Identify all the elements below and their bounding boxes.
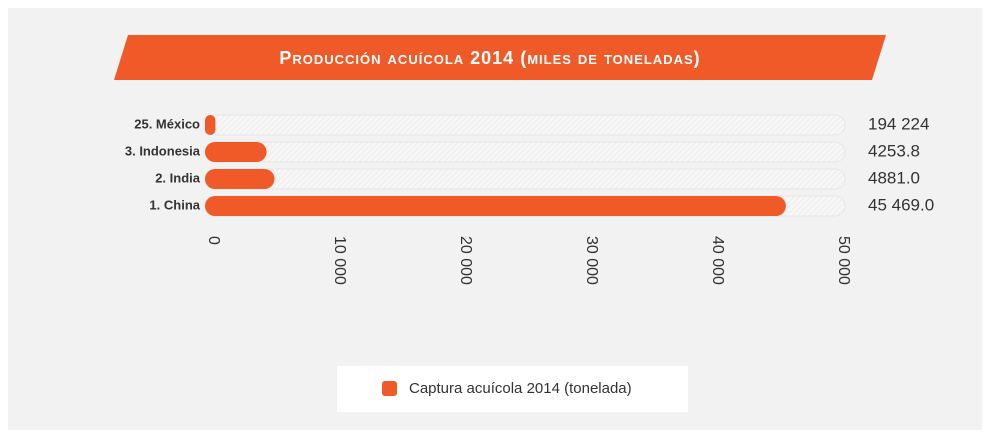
chart-title: Producción acuícola 2014 (miles de tonel… bbox=[279, 48, 700, 68]
bar bbox=[205, 142, 267, 162]
x-tick-label: 50 000 bbox=[835, 236, 852, 285]
bar-track bbox=[204, 114, 846, 136]
x-tick-label: 20 000 bbox=[457, 236, 474, 285]
title-banner bbox=[114, 35, 886, 80]
value-label: 45 469.0 bbox=[868, 195, 934, 214]
value-label: 4253.8 bbox=[868, 141, 920, 160]
bar-track bbox=[204, 141, 846, 163]
legend-label: Captura acuícola 2014 (tonelada) bbox=[409, 380, 632, 397]
bar bbox=[205, 115, 216, 135]
category-label: 25. México bbox=[134, 116, 200, 131]
bar-track bbox=[204, 168, 846, 190]
x-tick-label: 40 000 bbox=[709, 236, 726, 285]
x-tick-label: 30 000 bbox=[583, 236, 600, 285]
x-tick-label: 0 bbox=[205, 236, 222, 245]
x-tick-label: 10 000 bbox=[331, 236, 348, 285]
category-label: 1. China bbox=[149, 197, 200, 212]
bar bbox=[205, 169, 275, 189]
legend-swatch bbox=[382, 381, 397, 396]
bar bbox=[205, 196, 786, 216]
value-label: 4881.0 bbox=[868, 168, 920, 187]
category-label: 2. India bbox=[155, 170, 201, 185]
category-label: 3. Indonesia bbox=[125, 143, 201, 158]
value-label: 194 224 bbox=[868, 114, 929, 133]
